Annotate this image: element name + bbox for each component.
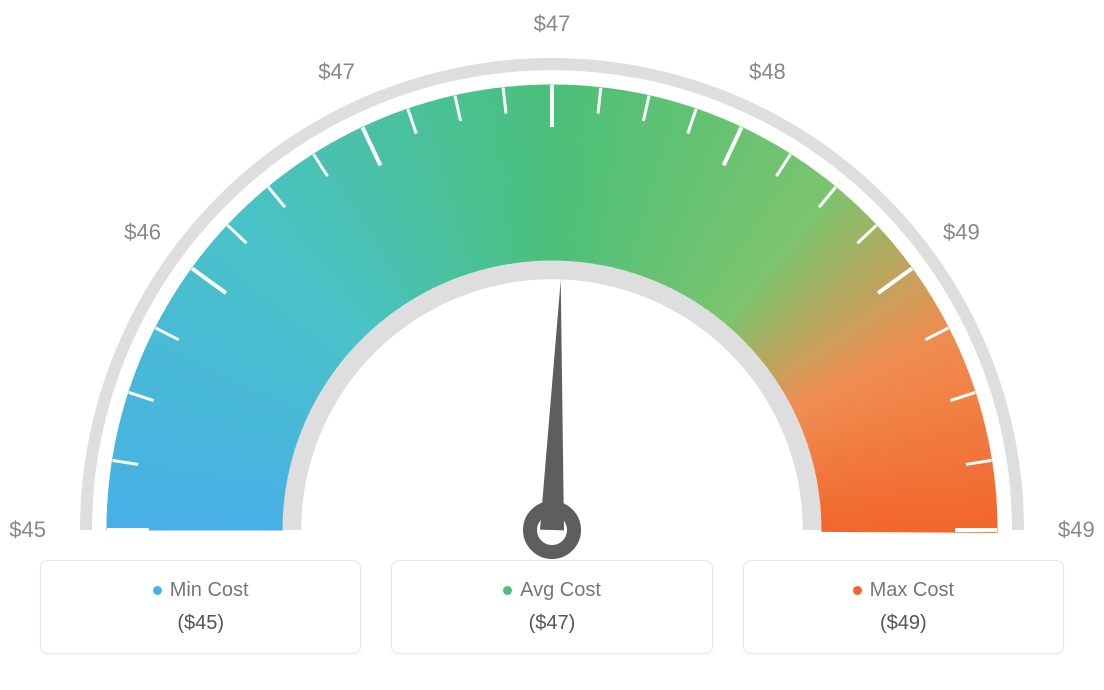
legend-row: Min Cost ($45) Avg Cost ($47) Max Cost ($49) bbox=[0, 560, 1104, 654]
gauge-tick-label: $46 bbox=[124, 220, 161, 245]
legend-title: Max Cost bbox=[853, 579, 954, 602]
gauge-tick-label: $47 bbox=[318, 59, 355, 84]
legend-label: Max Cost bbox=[870, 579, 954, 602]
gauge-needle bbox=[540, 280, 564, 530]
gauge-tick-label: $49 bbox=[943, 220, 980, 245]
gauge-chart: $45 $46 $47 $47 $48 $49 $49 bbox=[0, 0, 1104, 560]
legend-value: ($45) bbox=[51, 612, 350, 635]
gauge-tick-label: $49 bbox=[1058, 517, 1095, 542]
gauge-tick-label: $48 bbox=[749, 59, 786, 84]
legend-dot-icon bbox=[503, 586, 512, 595]
legend-card: Avg Cost ($47) bbox=[391, 560, 712, 654]
legend-value: ($47) bbox=[402, 612, 701, 635]
gauge-svg: $45 $46 $47 $47 $48 $49 $49 bbox=[0, 0, 1104, 560]
legend-label: Avg Cost bbox=[520, 579, 601, 602]
legend-card: Min Cost ($45) bbox=[40, 560, 361, 654]
legend-title: Avg Cost bbox=[503, 579, 601, 602]
legend-title: Min Cost bbox=[153, 579, 249, 602]
legend-dot-icon bbox=[153, 586, 162, 595]
gauge-tick-label: $45 bbox=[9, 517, 46, 542]
legend-dot-icon bbox=[853, 586, 862, 595]
legend-label: Min Cost bbox=[170, 579, 249, 602]
gauge-tick-label: $47 bbox=[534, 11, 571, 36]
legend-value: ($49) bbox=[754, 612, 1053, 635]
legend-card: Max Cost ($49) bbox=[743, 560, 1064, 654]
